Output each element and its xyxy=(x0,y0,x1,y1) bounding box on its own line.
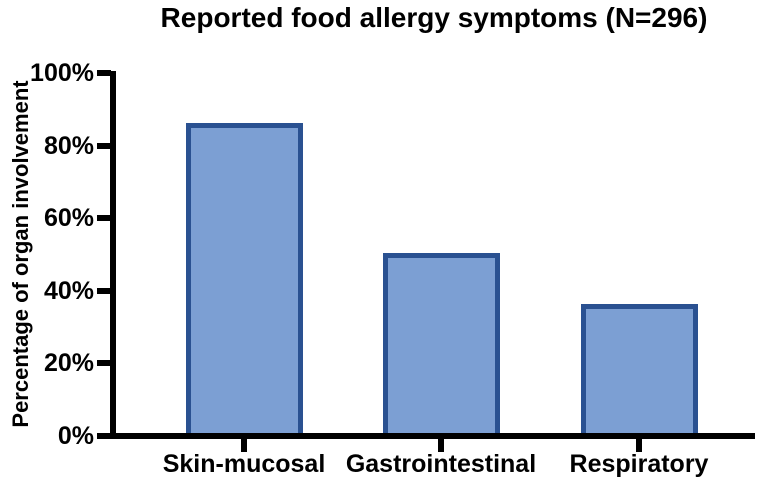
x-tick xyxy=(241,439,247,452)
y-tick xyxy=(97,70,111,76)
y-tick-label: 80% xyxy=(43,131,94,160)
y-tick-label: 20% xyxy=(43,349,94,378)
x-tick xyxy=(636,439,642,452)
x-tick xyxy=(438,439,444,452)
x-axis-label-respiratory: Respiratory xyxy=(569,450,709,478)
chart-title: Reported food allergy symptoms (N=296) xyxy=(160,2,708,33)
y-tick xyxy=(97,215,111,222)
y-axis-line xyxy=(110,71,116,439)
y-tick xyxy=(97,287,111,294)
y-tick xyxy=(97,360,111,367)
y-tick-label: 0% xyxy=(57,422,94,450)
x-axis-label-skin-mucosal: Skin-mucosal xyxy=(162,450,326,478)
y-axis-label: Percentage of organ involvement xyxy=(8,80,33,428)
bar-gastrointestinal xyxy=(382,253,500,433)
x-axis-label-gastrointestinal: Gastrointestinal xyxy=(345,450,537,478)
y-tick xyxy=(97,433,111,439)
bar-respiratory xyxy=(580,304,698,433)
x-axis-line xyxy=(110,433,755,439)
y-tick-label: 40% xyxy=(43,276,94,305)
y-tick-label: 60% xyxy=(43,204,94,233)
y-tick xyxy=(97,142,111,149)
y-tick-label: 100% xyxy=(30,59,94,87)
bar-skin-mucosal xyxy=(185,123,303,433)
